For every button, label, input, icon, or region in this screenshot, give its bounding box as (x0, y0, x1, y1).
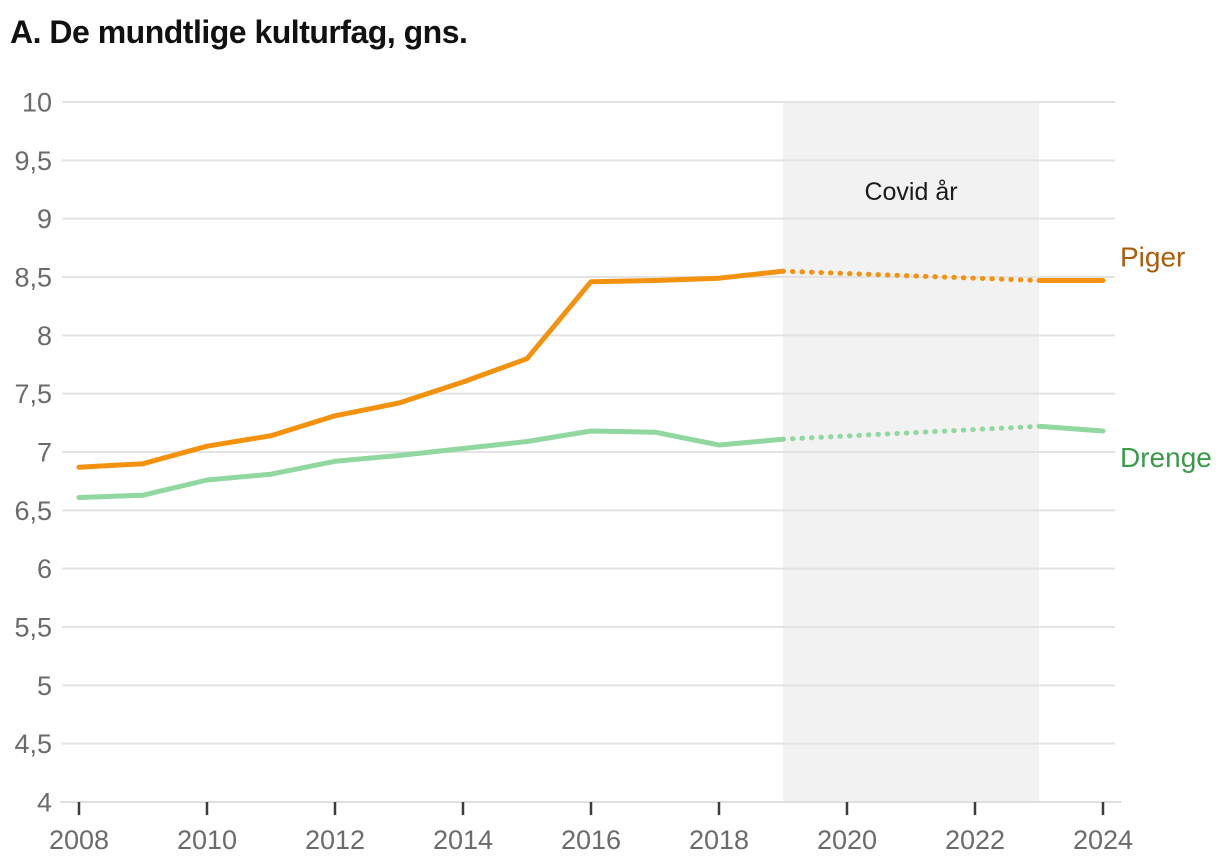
piger-line-solid-0 (76, 268, 786, 470)
x-tick-label-2012: 2012 (305, 825, 365, 855)
y-tick-label-5,5: 5,5 (14, 613, 52, 643)
x-tick-label-2016: 2016 (561, 825, 621, 855)
y-tick-label-8: 8 (37, 321, 52, 351)
y-tick-label-5: 5 (37, 671, 52, 701)
y-tick-label-7,5: 7,5 (14, 379, 52, 409)
piger-series-label: Piger (1120, 242, 1185, 273)
x-tick-label-2022: 2022 (945, 825, 1005, 855)
x-tick-label-2014: 2014 (433, 825, 493, 855)
y-tick-label-4,5: 4,5 (14, 729, 52, 759)
y-tick-label-7: 7 (37, 438, 52, 468)
y-tick-label-9: 9 (37, 204, 52, 234)
x-tick-label-2024: 2024 (1073, 825, 1133, 855)
x-tick-label-2010: 2010 (177, 825, 237, 855)
y-tick-label-8,5: 8,5 (14, 263, 52, 293)
x-tick-label-2008: 2008 (49, 825, 109, 855)
y-tick-label-6,5: 6,5 (14, 496, 52, 526)
y-tick-label-9,5: 9,5 (14, 146, 52, 176)
y-tick-label-4: 4 (37, 788, 52, 818)
drenge-line-solid-2 (1036, 423, 1106, 434)
chart-title: A. De mundtlige kulturfag, gns. (10, 14, 468, 50)
drenge-series-label: Drenge (1120, 442, 1212, 473)
y-tick-label-6: 6 (37, 554, 52, 584)
x-tick-label-2020: 2020 (817, 825, 877, 855)
drenge-line-solid-0 (76, 428, 786, 500)
covid-band-label: Covid år (864, 178, 957, 206)
x-tick-label-2018: 2018 (689, 825, 749, 855)
y-tick-label-10: 10 (22, 88, 52, 118)
